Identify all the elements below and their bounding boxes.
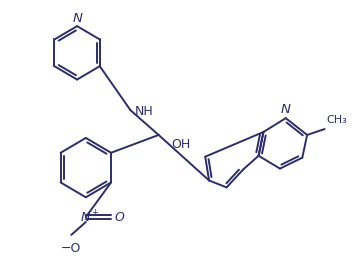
Text: CH₃: CH₃ bbox=[327, 115, 347, 125]
Text: N: N bbox=[281, 103, 291, 116]
Text: OH: OH bbox=[171, 138, 191, 151]
Text: N: N bbox=[72, 12, 82, 25]
Text: N: N bbox=[81, 211, 90, 223]
Text: −O: −O bbox=[61, 242, 81, 255]
Text: O: O bbox=[115, 211, 125, 223]
Text: NH: NH bbox=[134, 105, 153, 118]
Text: +: + bbox=[91, 208, 98, 217]
